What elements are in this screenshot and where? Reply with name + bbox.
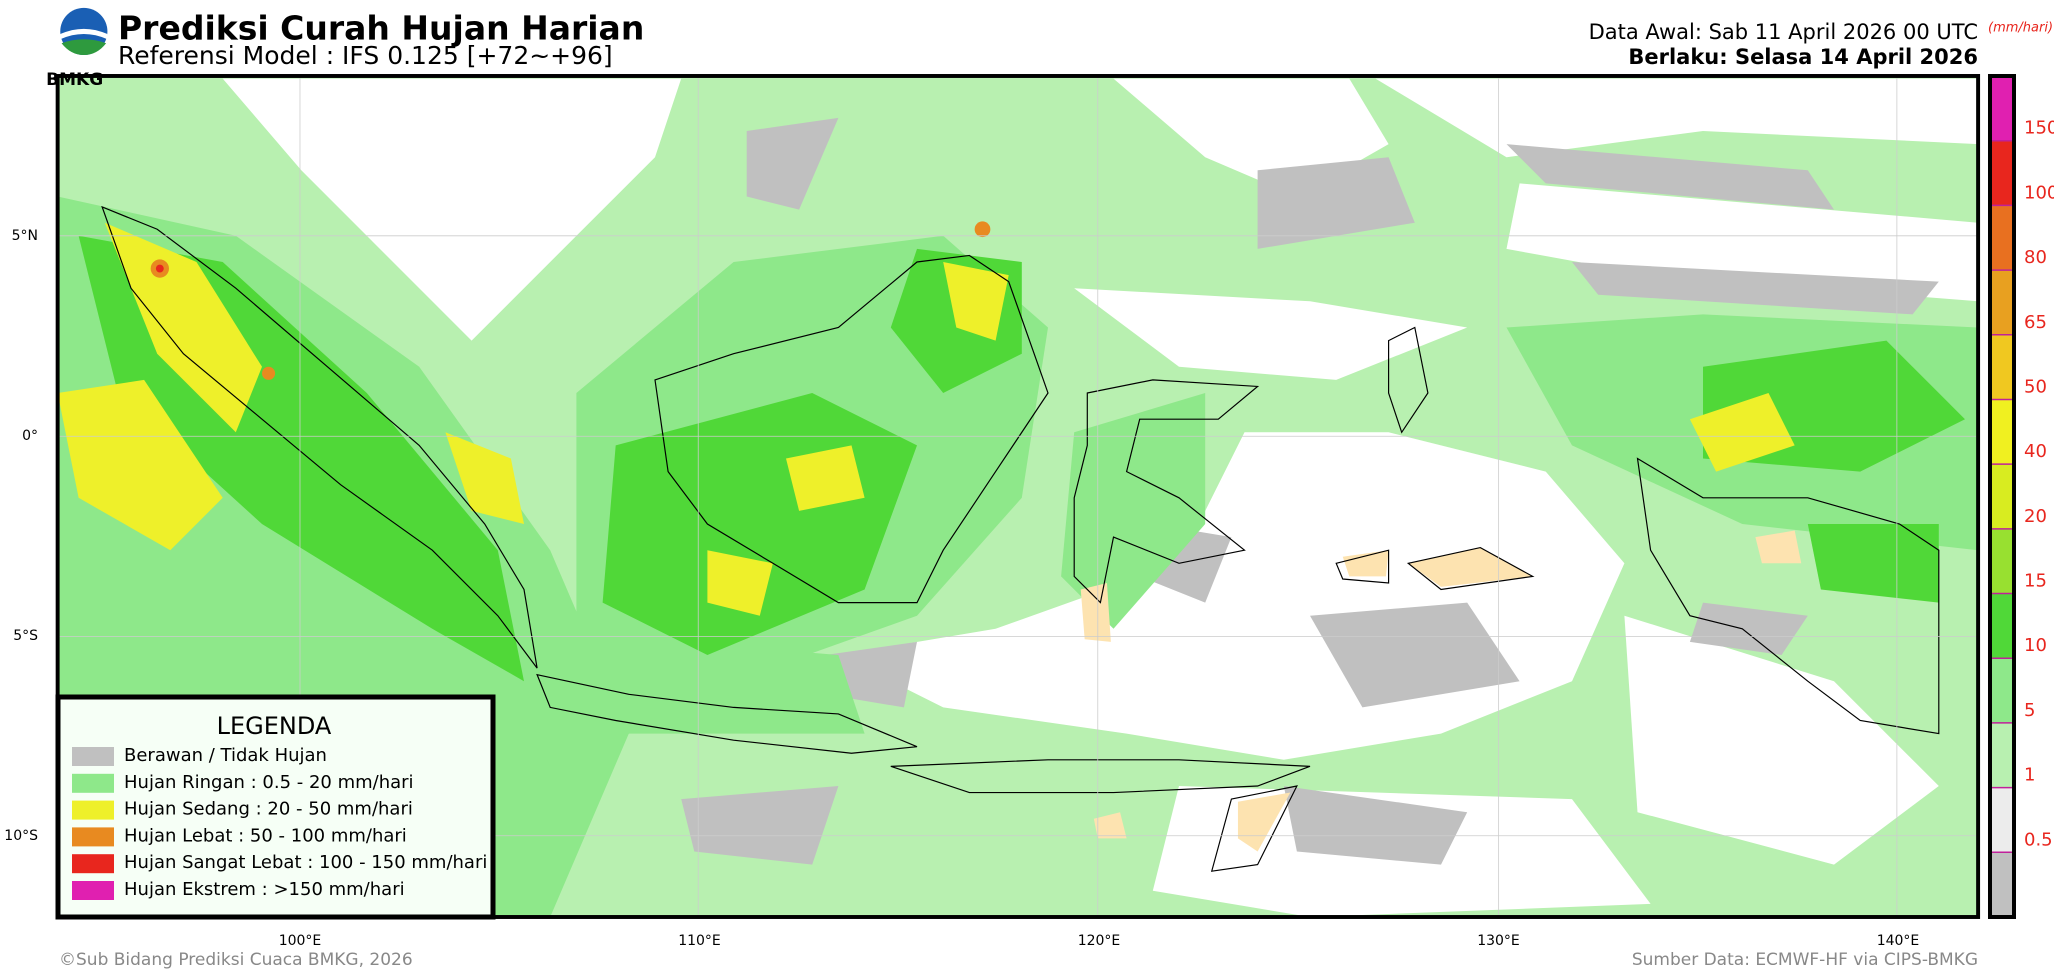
colorbar-segment — [1990, 464, 2014, 529]
coastlines — [101, 205, 1940, 872]
logo-text: BMKG — [46, 70, 103, 90]
colorbar-tick-label: 1 — [2024, 765, 2035, 786]
lon-label: 130°E — [1477, 933, 1520, 949]
colorbar-segment — [1990, 205, 2014, 271]
legend-swatch — [72, 800, 114, 820]
map-frame — [55, 74, 1981, 919]
cloudy-areas — [681, 117, 1939, 865]
legend-swatch — [72, 747, 114, 766]
legend-label: Hujan Sangat Lebat : 100 - 150 mm/hari — [124, 852, 487, 873]
dry-area — [222, 78, 682, 341]
colorbar-segment — [1990, 722, 2014, 788]
colorbar-tick-label: 0.5 — [2024, 829, 2053, 850]
rain-very-heavy — [155, 264, 164, 273]
colorbar-segment — [1990, 399, 2014, 465]
colorbar-tick-label: 15 — [2024, 571, 2047, 592]
source: Sumber Data: ECMWF-HF via CIPS-BMKG — [1632, 950, 1978, 970]
legend-swatch — [72, 881, 114, 900]
lon-label: 100°E — [279, 933, 322, 949]
dry-area — [1375, 78, 1979, 158]
lat-label: 5°S — [13, 628, 38, 644]
colorbar-tick-label: 20 — [2024, 506, 2047, 527]
subtitle: Referensi Model : IFS 0.125 [+72~+96] — [118, 41, 613, 70]
colorbar-segment — [1990, 270, 2014, 335]
legend-box — [55, 694, 496, 920]
legend-swatch — [72, 827, 114, 847]
colorbar-segment — [1990, 334, 2014, 400]
dry-land — [1080, 530, 1802, 852]
colorbar-tick-label: 65 — [2024, 312, 2047, 333]
colorbar-segment — [1990, 76, 2014, 141]
legend-label: Berawan / Tidak Hujan — [124, 745, 327, 766]
lon-label: 140°E — [1877, 933, 1920, 949]
colorbar-frame — [1988, 74, 2016, 919]
colorbar-segment — [1990, 140, 2014, 206]
colorbar-segment — [1990, 852, 2014, 917]
colorbar-tick-label: 100 — [2024, 182, 2054, 203]
lat-label: 5°N — [12, 228, 38, 244]
rain-heavy-yellow — [57, 222, 1795, 616]
colorbar-segment — [1990, 528, 2014, 594]
colorbar-tick-label: 5 — [2024, 700, 2035, 721]
colorbar-segment — [1990, 658, 2014, 723]
colorbar-tick-label: 150 — [2024, 118, 2054, 139]
init-time: Data Awal: Sab 11 April 2026 00 UTC — [1589, 20, 1978, 44]
colorbar-tick-label: 10 — [2024, 635, 2047, 656]
legend-swatch — [72, 773, 114, 793]
lat-label: 0° — [22, 428, 38, 444]
legend-label: Hujan Ringan : 0.5 - 20 mm/hari — [124, 772, 414, 793]
colorbar-tick-label: 80 — [2024, 247, 2047, 268]
legend-label: Hujan Ekstrem : >150 mm/hari — [124, 879, 405, 900]
lon-label: 110°E — [678, 933, 721, 949]
valid-time: Berlaku: Selasa 14 April 2026 — [1628, 45, 1978, 69]
colorbar-tick-label: 50 — [2024, 376, 2047, 397]
lon-label: 120°E — [1078, 933, 1121, 949]
credit: ©Sub Bidang Prediksi Cuaca BMKG, 2026 — [59, 950, 413, 970]
lat-label: 10°S — [4, 828, 38, 844]
bmkg-logo — [60, 7, 108, 56]
legend-label: Hujan Sedang : 20 - 50 mm/hari — [124, 799, 413, 820]
title: Prediksi Curah Hujan Harian — [118, 9, 644, 48]
legend-label: Hujan Lebat : 50 - 100 mm/hari — [124, 825, 407, 846]
colorbar-tick-label: 40 — [2024, 441, 2047, 462]
dry-area — [1074, 288, 1468, 380]
legend-title: LEGENDA — [217, 712, 332, 740]
unit-label: (mm/hari) — [1988, 21, 2053, 36]
dry-area — [1506, 183, 1979, 302]
colorbar-segment — [1990, 593, 2014, 659]
colorbar-segment — [1990, 787, 2014, 853]
dry-area — [1624, 615, 1939, 865]
legend-swatch — [72, 854, 114, 874]
